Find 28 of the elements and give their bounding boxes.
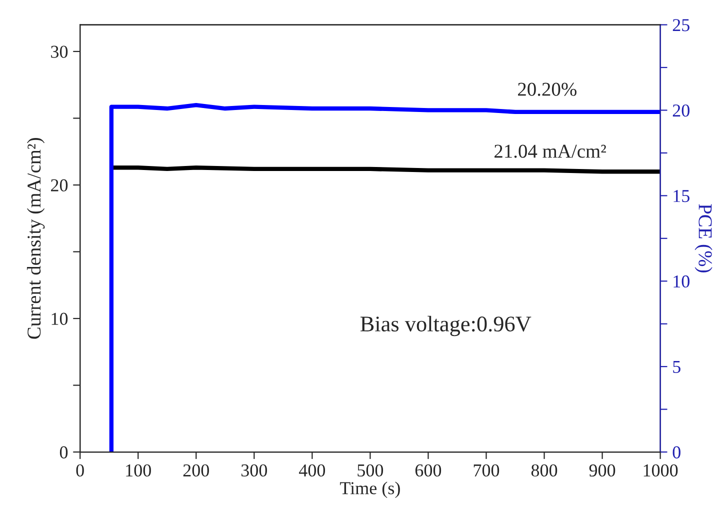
x-tick-label: 100: [126, 464, 151, 477]
x-tick-label: 300: [241, 464, 267, 477]
line-series: [109, 103, 660, 452]
x-tick-label: 500: [358, 464, 384, 477]
x-tick-label: 900: [589, 464, 616, 477]
y-tick-label: 20: [51, 179, 68, 192]
y2-tick-label: 5: [673, 361, 680, 374]
x-tick-label: 700: [474, 464, 500, 477]
x-tick-label: 0: [76, 464, 84, 477]
y2-tick-label: 25: [672, 19, 690, 32]
y2-tick-label: 20: [672, 104, 690, 117]
annotation: Bias voltage:0.96V: [360, 316, 532, 336]
y-tick-label: 10: [52, 312, 68, 325]
y-tick-label: 0: [60, 446, 68, 458]
annotation: 20.20%: [518, 82, 576, 96]
y2-axis-title: PCE (%): [694, 204, 712, 272]
x-axis-title: Time (s): [340, 482, 400, 498]
x-tick-label: 400: [298, 464, 326, 477]
annotation: 21.04 mA/cm²: [494, 144, 606, 158]
x-tick-label: 1000: [644, 464, 678, 477]
y2-tick-label: 0: [672, 446, 680, 458]
x-tick-label: 600: [415, 464, 442, 477]
y-axis-title: Current density (mA/cm²): [26, 138, 45, 339]
y2-tick-label: 10: [674, 275, 690, 288]
x-tick-label: 800: [531, 464, 558, 477]
y2-tick-label: 15: [674, 190, 690, 202]
x-tick-label: 200: [183, 464, 209, 477]
y-tick-label: 30: [51, 46, 68, 58]
